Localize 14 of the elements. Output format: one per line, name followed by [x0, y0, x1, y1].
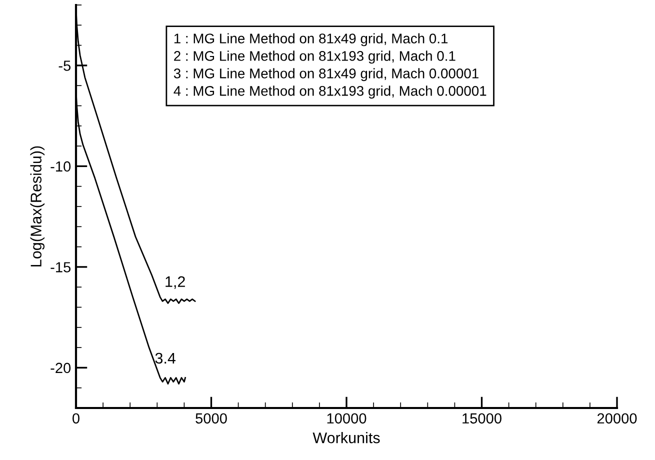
y-tick-label: -5: [58, 60, 71, 71]
y-tick-label: -20: [50, 362, 71, 374]
x-tick-label: 5000: [196, 413, 227, 424]
annotation: 3.4: [155, 352, 176, 364]
x-tick-label: 15000: [462, 413, 502, 424]
y-tick-label: -15: [50, 262, 71, 272]
x-tick-label: 20000: [597, 413, 637, 424]
annotation: 1,2: [166, 276, 185, 289]
y-axis-title: Log(Max(Residu)): [30, 146, 45, 266]
y-tick-label: -10: [50, 161, 71, 172]
x-tick-label: 0: [72, 413, 80, 424]
annotation: 1 : MG Line Method on 81x49 grid, Mach 0.1 2 : MG Line Method on 81x193 grid, Mach 0.1 3 : MG Line Method on 81x49 grid, Mach 0.00001 4 : MG Line Method on 81x193 grid, Mach 0.00001: [174, 33, 486, 99]
x-tick-label: 10000: [327, 413, 366, 424]
x-axis-title: Workunits: [312, 432, 380, 444]
